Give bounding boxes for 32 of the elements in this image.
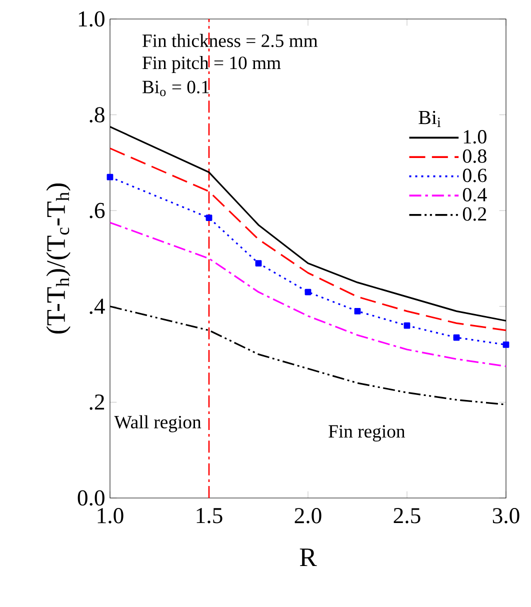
y-tick-label: 0.0 bbox=[78, 490, 104, 506]
line-series bbox=[110, 222, 506, 368]
annotation: Bi$_{o}$ = 0.1 bbox=[142, 80, 209, 96]
x-tick-label: 3.0 bbox=[492, 508, 520, 524]
x-tick-label: 2.5 bbox=[394, 508, 420, 524]
point bbox=[404, 322, 410, 329]
legend-label: 0.8 bbox=[462, 149, 486, 163]
y-tick-label: .8 bbox=[90, 107, 104, 122]
point bbox=[453, 334, 460, 341]
x-tick-label: 1.5 bbox=[196, 508, 222, 524]
annotation: Wall region bbox=[114, 415, 202, 432]
legend-title: Bi$_{i}$ bbox=[418, 110, 441, 127]
x-axis-title: R bbox=[300, 548, 317, 566]
y-axis-title: (T-T$_{h}$)/(T$_{c}$-T$_{h}$) bbox=[46, 183, 70, 334]
y-tick-label: .4 bbox=[90, 298, 105, 314]
point bbox=[206, 214, 212, 221]
point bbox=[255, 260, 262, 266]
annotation: Fin pitch = 10 mm bbox=[142, 56, 281, 73]
y-tick-label: .2 bbox=[90, 394, 104, 410]
y-tick-label: .6 bbox=[90, 202, 105, 218]
point bbox=[304, 288, 312, 296]
legend-label: 0.2 bbox=[462, 207, 486, 221]
legend-label: 0.4 bbox=[462, 188, 487, 202]
point bbox=[354, 308, 361, 314]
y-tick-label: 1.0 bbox=[78, 11, 104, 27]
annotation: Fin region bbox=[328, 425, 406, 442]
line-series bbox=[110, 148, 506, 332]
point bbox=[106, 174, 114, 180]
legend-label: 1.0 bbox=[464, 130, 486, 144]
x-tick-label: 2.0 bbox=[294, 508, 322, 524]
point bbox=[502, 342, 510, 348]
legend-label: 0.6 bbox=[462, 168, 487, 182]
